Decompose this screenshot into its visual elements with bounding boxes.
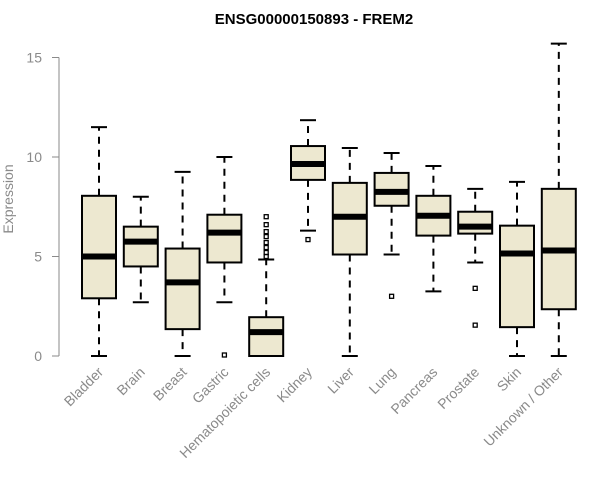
boxes-layer <box>81 42 577 358</box>
x-tick-label: Unknown / Other <box>480 364 566 450</box>
box-group <box>206 156 243 358</box>
outlier-point <box>263 239 269 246</box>
x-tick-label: Breast <box>150 364 190 404</box>
outlier-point <box>263 249 269 256</box>
outlier-point <box>472 322 478 328</box>
x-tick-label: Prostate <box>434 364 482 412</box>
outlier-point <box>263 214 269 220</box>
x-tick-label: Brain <box>113 364 147 398</box>
box-group <box>290 119 326 243</box>
y-tick-label: 5 <box>34 249 42 265</box>
box-group <box>81 126 117 357</box>
box-iqr <box>81 194 117 300</box>
box-group <box>415 164 452 293</box>
chart-title: ENSG00000150893 - FREM2 <box>215 11 413 28</box>
box-iqr <box>164 247 201 331</box>
y-tick-label: 10 <box>26 149 42 165</box>
y-tick-label: 15 <box>26 50 42 66</box>
outlier-point <box>263 228 269 235</box>
box-iqr <box>499 224 535 329</box>
x-tick-label: Bladder <box>61 364 107 410</box>
x-tick-label: Skin <box>494 364 525 395</box>
box-group <box>373 152 410 299</box>
x-tick-label: Kidney <box>274 364 316 406</box>
box-group <box>248 214 285 358</box>
box-group <box>540 42 577 357</box>
box-iqr <box>248 316 285 358</box>
box-iqr <box>206 213 243 264</box>
outlier-point <box>263 244 269 251</box>
box-group <box>122 195 159 304</box>
box-group <box>457 187 494 328</box>
y-axis-label: Expression <box>0 164 16 233</box>
box-iqr <box>122 225 159 268</box>
y-axis: 0 5 10 15 <box>26 50 60 364</box>
box-group <box>499 180 535 357</box>
outlier-point <box>388 293 395 299</box>
x-tick-label: Lung <box>365 364 398 397</box>
box-group <box>164 170 201 357</box>
outlier-point <box>263 222 269 228</box>
outlier-point <box>472 285 478 291</box>
x-tick-label: Liver <box>324 364 357 397</box>
box-iqr <box>457 210 494 235</box>
outlier-point <box>221 352 228 358</box>
outlier-point <box>305 236 311 243</box>
outlier-point <box>263 233 269 240</box>
y-tick-label: 0 <box>34 348 42 364</box>
box-group <box>331 147 368 357</box>
